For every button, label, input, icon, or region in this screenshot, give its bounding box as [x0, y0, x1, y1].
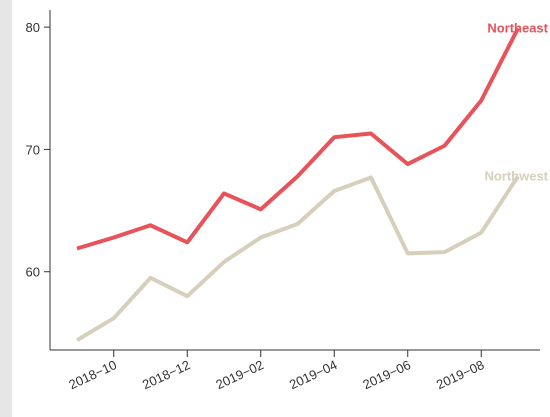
x-tick-label: 2019−08: [434, 357, 487, 392]
series-label: Northeast: [487, 20, 548, 35]
side-panel: [0, 0, 12, 417]
y-tick-label: 60: [26, 265, 40, 280]
y-tick-label: 80: [26, 20, 40, 35]
x-tick-label: 2019−02: [213, 357, 266, 392]
series-line: [76, 27, 520, 251]
x-tick-label: 2018−10: [66, 357, 119, 392]
x-tick-label: 2018−12: [140, 357, 193, 392]
x-tick-label: 2019−04: [287, 357, 340, 392]
x-tick-label: 2019−06: [360, 357, 413, 392]
series-label: Northwest: [484, 168, 548, 183]
y-tick-label: 70: [26, 142, 40, 157]
series-line: [75, 175, 520, 342]
